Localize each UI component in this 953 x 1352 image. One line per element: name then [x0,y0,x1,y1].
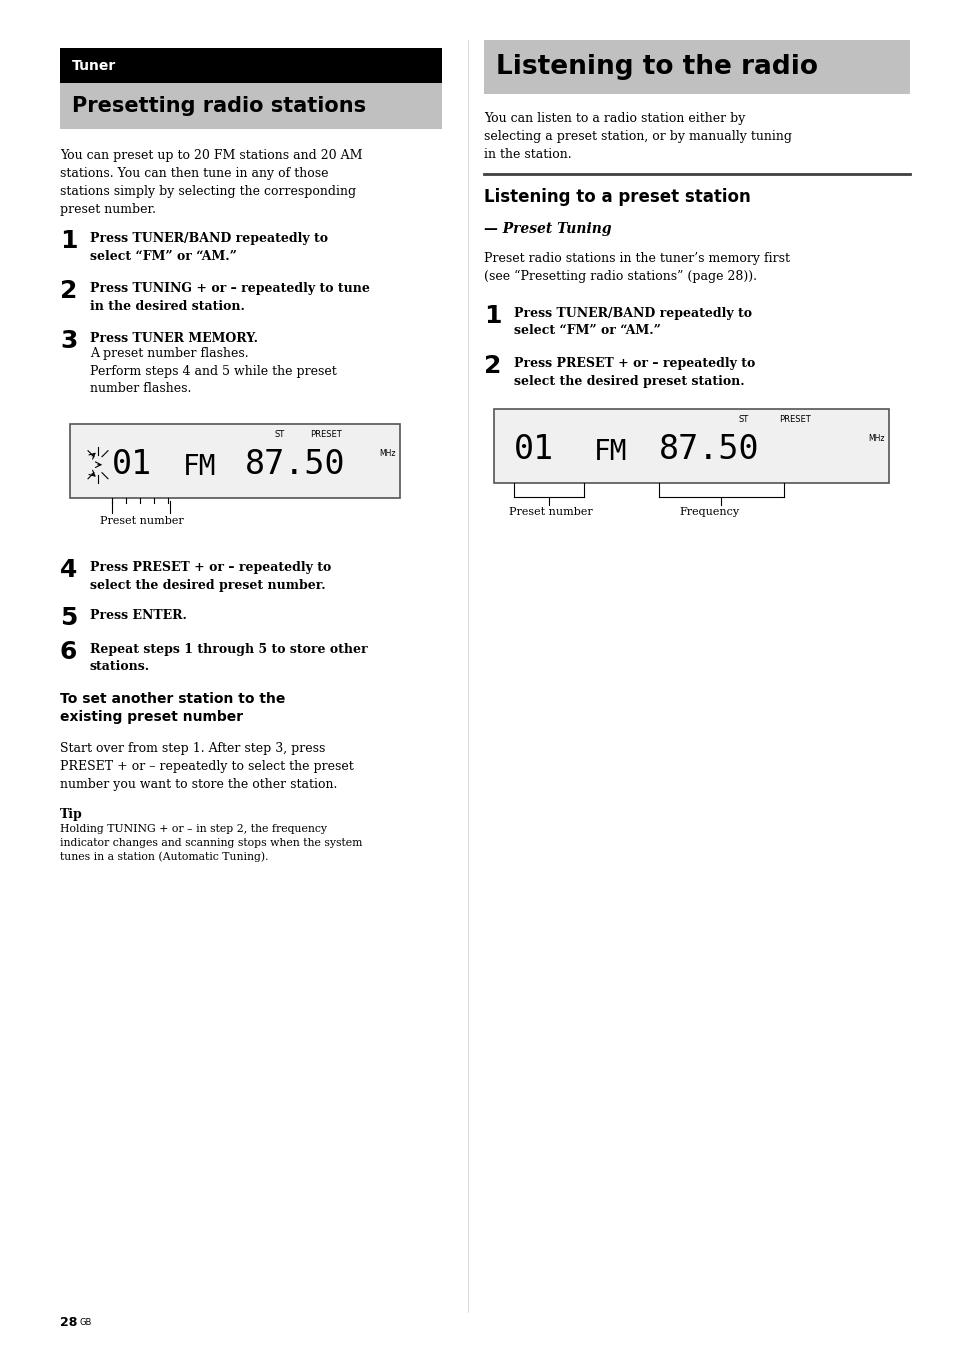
Text: Presetting radio stations: Presetting radio stations [71,96,366,116]
Text: Preset number: Preset number [509,507,592,516]
Text: Press PRESET + or – repeatedly to
select the desired preset number.: Press PRESET + or – repeatedly to select… [90,561,331,592]
Text: ST: ST [739,415,748,425]
Bar [494,410,888,483]
Text: 3: 3 [60,329,77,353]
Text: Listening to the radio: Listening to the radio [496,54,817,80]
Bar [483,41,909,95]
Text: Press ENTER.: Press ENTER. [90,608,187,622]
Text: You can preset up to 20 FM stations and 20 AM
stations. You can then tune in any: You can preset up to 20 FM stations and … [60,149,362,216]
Text: Press TUNER MEMORY.: Press TUNER MEMORY. [90,333,257,345]
Text: 87.50: 87.50 [245,449,345,481]
Text: Press PRESET + or – repeatedly to
select the desired preset station.: Press PRESET + or – repeatedly to select… [514,357,755,388]
Text: Repeat steps 1 through 5 to store other
stations.: Repeat steps 1 through 5 to store other … [90,644,367,673]
Text: Preset radio stations in the tuner’s memory first
(see “Presetting radio station: Preset radio stations in the tuner’s mem… [483,251,789,284]
Text: 1: 1 [483,304,501,329]
Text: Press TUNING + or – repeatedly to tune
in the desired station.: Press TUNING + or – repeatedly to tune i… [90,283,370,312]
Text: Tip: Tip [60,808,83,821]
Text: You can listen to a radio station either by
selecting a preset station, or by ma: You can listen to a radio station either… [483,112,791,161]
Text: FM: FM [594,438,627,465]
Text: Preset number: Preset number [100,516,184,526]
Text: 2: 2 [483,354,501,379]
Text: Press TUNER/BAND repeatedly to
select “FM” or “AM.”: Press TUNER/BAND repeatedly to select “F… [514,307,751,338]
Text: 6: 6 [60,639,77,664]
Bar [60,82,441,128]
Text: 01: 01 [514,433,554,466]
Text: 4: 4 [60,558,77,581]
Text: 5: 5 [60,606,77,630]
Text: — Preset Tuning: — Preset Tuning [483,222,611,237]
Text: MHz: MHz [867,434,884,442]
Bar [70,425,399,498]
Text: 87.50: 87.50 [659,433,759,466]
Text: Frequency: Frequency [679,507,739,516]
Text: 01: 01 [112,449,152,481]
Text: MHz: MHz [379,449,395,458]
Text: A preset number flashes.
Perform steps 4 and 5 while the preset
number flashes.: A preset number flashes. Perform steps 4… [90,346,336,396]
Text: To set another station to the
existing preset number: To set another station to the existing p… [60,692,285,725]
Text: 1: 1 [60,228,77,253]
Bar [60,49,441,82]
Text: 28: 28 [60,1315,77,1329]
Text: Press TUNER/BAND repeatedly to
select “FM” or “AM.”: Press TUNER/BAND repeatedly to select “F… [90,233,328,262]
Text: Tuner: Tuner [71,58,116,73]
Text: FM: FM [183,453,216,481]
Text: PRESET: PRESET [310,430,341,439]
Text: Holding TUNING + or – in step 2, the frequency
indicator changes and scanning st: Holding TUNING + or – in step 2, the fre… [60,823,362,863]
Text: GB: GB [80,1318,92,1328]
Text: Listening to a preset station: Listening to a preset station [483,188,750,206]
Text: PRESET: PRESET [779,415,810,425]
Text: 2: 2 [60,279,77,303]
Text: Start over from step 1. After step 3, press
PRESET + or – repeatedly to select t: Start over from step 1. After step 3, pr… [60,742,354,791]
Text: ST: ST [274,430,285,439]
